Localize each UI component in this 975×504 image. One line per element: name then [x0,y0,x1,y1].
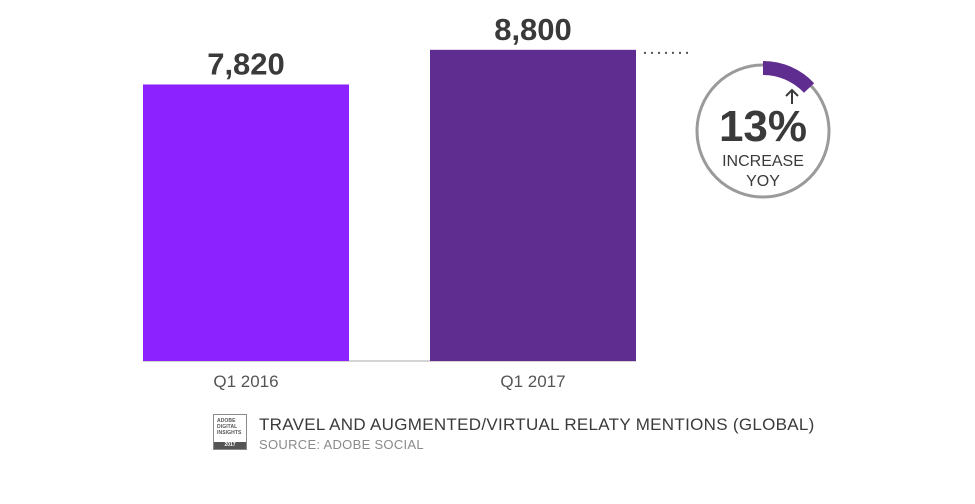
arrow-up-icon [785,88,799,104]
callout-arc [762,61,815,94]
x-tick-label: Q1 2016 [213,372,278,391]
yoy-label: YOY [746,173,780,190]
increase-label: INCREASE [722,153,804,170]
badge-year: 2017 [214,442,246,449]
value-label: 8,800 [494,12,572,47]
adobe-digital-insights-badge: ADOBE DIGITAL INSIGHTS 2017 [213,414,247,450]
bar-q1-2017 [430,49,636,362]
value-label: 7,820 [207,46,285,81]
increase-callout: 13% INCREASE YOY [695,61,831,199]
chart-source: SOURCE: ADOBE SOCIAL [259,437,424,452]
bar-q1-2016 [143,84,349,362]
increase-percent: 13% [719,102,807,151]
x-tick-label: Q1 2017 [500,372,565,391]
badge-text: ADOBE DIGITAL INSIGHTS [217,418,242,436]
chart-title: TRAVEL AND AUGMENTED/VIRTUAL RELATY MENT… [259,415,815,434]
bar-chart: 7,820 Q1 2016 8,800 Q1 2017 13% INCREASE YO… [143,12,831,391]
bars-group: 7,820 Q1 2016 8,800 Q1 2017 [143,12,636,391]
